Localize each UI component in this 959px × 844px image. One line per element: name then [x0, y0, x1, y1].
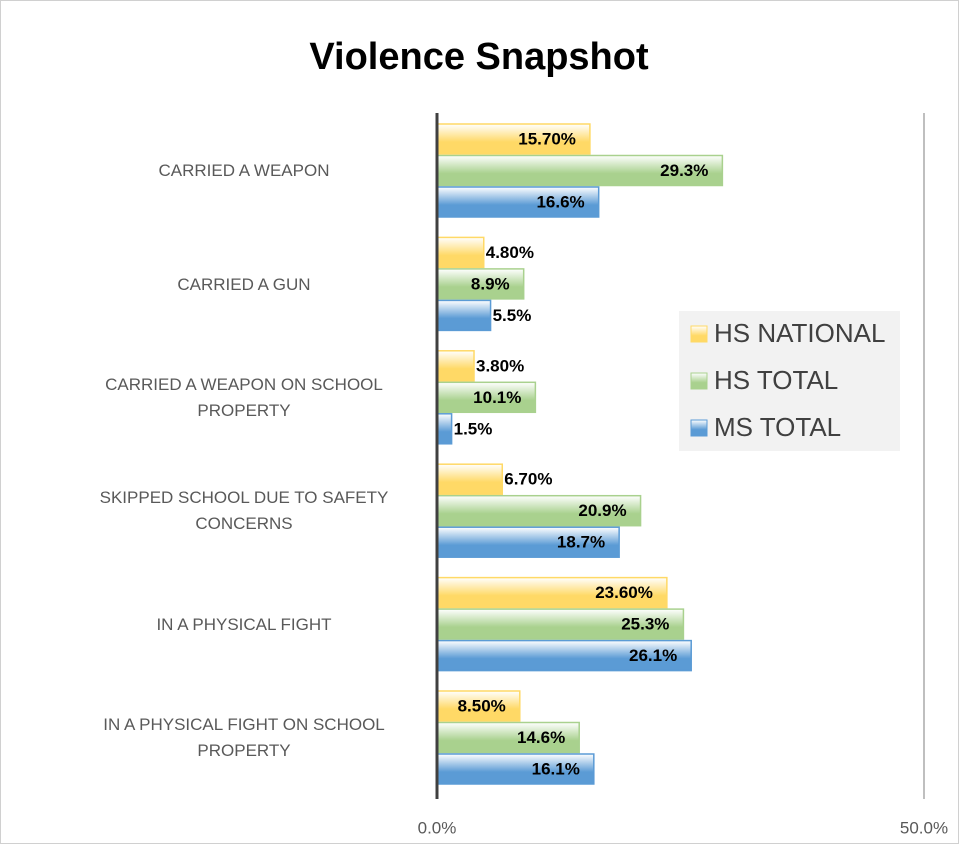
data-label: 6.70% — [504, 470, 552, 489]
bar — [436, 268, 525, 300]
data-label: 26.1% — [629, 646, 677, 665]
data-label: 10.1% — [473, 388, 521, 407]
data-label: 8.50% — [458, 696, 506, 715]
category-label: SKIPPED SCHOOL DUE TO SAFETY CONCERNS — [99, 488, 389, 534]
x-tick-label: 0.0% — [418, 818, 457, 837]
bar — [436, 608, 685, 640]
category-label: CARRIED A WEAPON — [158, 161, 330, 181]
data-label: 20.9% — [578, 501, 626, 520]
bar — [436, 494, 642, 527]
data-label: 18.7% — [557, 533, 605, 552]
data-label: 25.3% — [621, 615, 669, 634]
legend-label: HS NATIONAL — [714, 318, 885, 348]
category-label: IN A PHYSICAL FIGHT ON SCHOOL PROPERTY — [103, 715, 385, 761]
bar — [436, 753, 595, 785]
data-label: 1.5% — [454, 419, 493, 438]
data-label: 5.5% — [493, 306, 532, 325]
legend-label: HS TOTAL — [714, 365, 838, 395]
data-label: 23.60% — [595, 583, 653, 602]
category-label: CARRIED A GUN — [177, 274, 311, 294]
bar — [436, 381, 537, 414]
chart-title: Violence Snapshot — [309, 36, 649, 78]
data-label: 3.80% — [476, 356, 524, 375]
bar — [436, 526, 620, 558]
bar — [436, 186, 600, 218]
data-label: 8.9% — [471, 274, 510, 293]
data-label: 16.6% — [536, 192, 584, 211]
bar — [436, 299, 492, 332]
bar — [436, 123, 591, 155]
data-label: 15.70% — [518, 129, 576, 148]
x-tick-label: 50.0% — [900, 818, 948, 837]
data-label: 16.1% — [532, 759, 580, 778]
bar — [436, 236, 485, 269]
bar — [436, 639, 692, 672]
category-label: IN A PHYSICAL FIGHT — [156, 614, 332, 634]
bar — [436, 576, 668, 609]
bar — [436, 413, 453, 445]
bar — [436, 721, 580, 754]
bar — [436, 350, 475, 382]
data-label: 14.6% — [517, 728, 565, 747]
data-label: 29.3% — [660, 161, 708, 180]
legend-swatch — [690, 372, 708, 390]
legend-swatch — [690, 419, 708, 437]
category-label: CARRIED A WEAPON ON SCHOOL PROPERTY — [105, 375, 383, 421]
legend-swatch — [690, 325, 708, 343]
legend-label: MS TOTAL — [714, 412, 841, 442]
bar — [436, 690, 521, 722]
data-label: 4.80% — [486, 243, 534, 262]
legend-box — [679, 311, 900, 451]
bar — [436, 463, 504, 495]
